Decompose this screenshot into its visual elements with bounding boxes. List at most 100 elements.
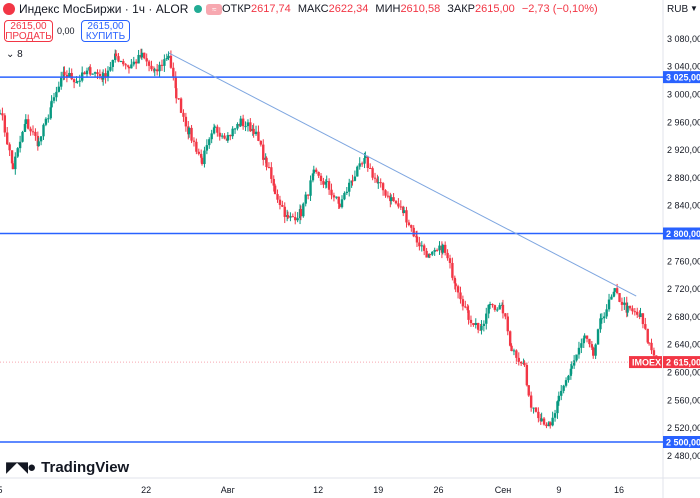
indicators-toggle[interactable]: ⌄ 8 (6, 49, 23, 60)
candle-body[interactable] (425, 250, 428, 258)
candle-body[interactable] (203, 150, 206, 165)
candle-body[interactable] (63, 71, 66, 75)
candle-body[interactable] (603, 316, 606, 319)
candle-body[interactable] (534, 407, 538, 412)
candle-body[interactable] (506, 316, 509, 332)
candle-body[interactable] (480, 325, 483, 331)
candle-body[interactable] (577, 347, 581, 355)
candle-body[interactable] (392, 197, 395, 202)
candle-body[interactable] (57, 86, 61, 92)
candle-body[interactable] (542, 418, 546, 425)
candle-body[interactable] (351, 180, 354, 182)
candle-body[interactable] (150, 65, 153, 70)
candle-body[interactable] (236, 123, 239, 129)
candle-body[interactable] (412, 227, 415, 237)
candle-body[interactable] (376, 178, 379, 183)
candle-body[interactable] (93, 72, 97, 74)
candle-body[interactable] (384, 190, 387, 196)
candle-body[interactable] (283, 206, 286, 217)
candle-body[interactable] (273, 185, 277, 195)
candle-body[interactable] (155, 69, 159, 72)
candle-body[interactable] (11, 163, 15, 170)
candle-body[interactable] (364, 156, 367, 159)
candle-body[interactable] (464, 306, 467, 308)
buy-button[interactable]: 2615,00 КУПИТЬ (81, 20, 130, 42)
candle-body[interactable] (130, 64, 133, 69)
candle-body[interactable] (427, 254, 431, 258)
candle-body[interactable] (599, 318, 602, 330)
candle-body[interactable] (381, 183, 385, 191)
candle-body[interactable] (124, 64, 127, 66)
candle-body[interactable] (560, 390, 563, 396)
market-status-icon[interactable] (194, 5, 203, 13)
candle-body[interactable] (190, 127, 193, 141)
candle-body[interactable] (379, 182, 382, 184)
candle-body[interactable] (296, 218, 299, 221)
candle-body[interactable] (324, 181, 328, 185)
candle-body[interactable] (553, 413, 557, 418)
candle-body[interactable] (294, 217, 297, 221)
candle-body[interactable] (618, 293, 621, 302)
candle-body[interactable] (575, 354, 578, 361)
candle-body[interactable] (111, 59, 114, 67)
symbol-logo-icon[interactable] (3, 3, 15, 15)
candle-body[interactable] (476, 322, 480, 330)
candle-body[interactable] (85, 70, 89, 75)
candle-body[interactable] (39, 136, 43, 142)
candle-body[interactable] (210, 133, 213, 140)
candle-body[interactable] (358, 163, 361, 167)
candle-body[interactable] (556, 401, 559, 414)
candle-body[interactable] (399, 206, 403, 208)
candle-body[interactable] (482, 323, 486, 326)
candle-body[interactable] (117, 56, 120, 62)
candle-body[interactable] (580, 343, 583, 348)
candle-body[interactable] (187, 127, 191, 135)
candle-body[interactable] (592, 347, 595, 356)
candle-body[interactable] (98, 73, 102, 77)
candle-body[interactable] (270, 167, 273, 179)
candle-body[interactable] (109, 66, 112, 71)
candle-body[interactable] (488, 304, 492, 306)
candle-body[interactable] (60, 77, 63, 87)
candle-body[interactable] (394, 201, 398, 204)
candle-body[interactable] (519, 362, 523, 364)
tradingview-logo[interactable]: ◤◥● TradingView (6, 458, 129, 477)
candle-body[interactable] (257, 131, 260, 141)
candle-body[interactable] (289, 216, 292, 218)
candle-body[interactable] (652, 350, 656, 356)
candle-body[interactable] (448, 258, 452, 263)
candle-body[interactable] (525, 365, 529, 386)
candle-body[interactable] (134, 61, 138, 64)
candle-body[interactable] (241, 118, 245, 127)
candle-body[interactable] (639, 313, 642, 317)
candle-body[interactable] (52, 97, 56, 101)
candle-body[interactable] (147, 61, 151, 66)
candle-body[interactable] (262, 144, 265, 160)
candle-body[interactable] (172, 67, 175, 77)
candle-body[interactable] (335, 196, 338, 198)
candle-body[interactable] (628, 305, 632, 309)
candle-body[interactable] (47, 118, 50, 120)
candle-body[interactable] (454, 283, 457, 287)
candle-body[interactable] (350, 180, 353, 183)
candle-body[interactable] (459, 292, 462, 300)
candle-body[interactable] (249, 122, 252, 132)
candle-body[interactable] (428, 254, 432, 256)
candle-body[interactable] (197, 151, 200, 154)
candle-body[interactable] (523, 362, 526, 366)
candle-body[interactable] (184, 116, 188, 127)
candle-body[interactable] (126, 65, 130, 67)
candle-body[interactable] (551, 417, 554, 426)
candle-body[interactable] (348, 182, 351, 192)
candle-body[interactable] (537, 411, 540, 419)
candle-body[interactable] (433, 249, 436, 252)
candle-body[interactable] (137, 54, 140, 64)
candle-body[interactable] (311, 173, 315, 181)
candle-body[interactable] (431, 251, 434, 255)
candle-body[interactable] (547, 422, 551, 427)
candle-body[interactable] (508, 331, 512, 346)
candle-body[interactable] (220, 135, 224, 137)
candle-body[interactable] (435, 249, 439, 251)
candle-body[interactable] (31, 131, 35, 133)
candle-body[interactable] (174, 76, 177, 89)
